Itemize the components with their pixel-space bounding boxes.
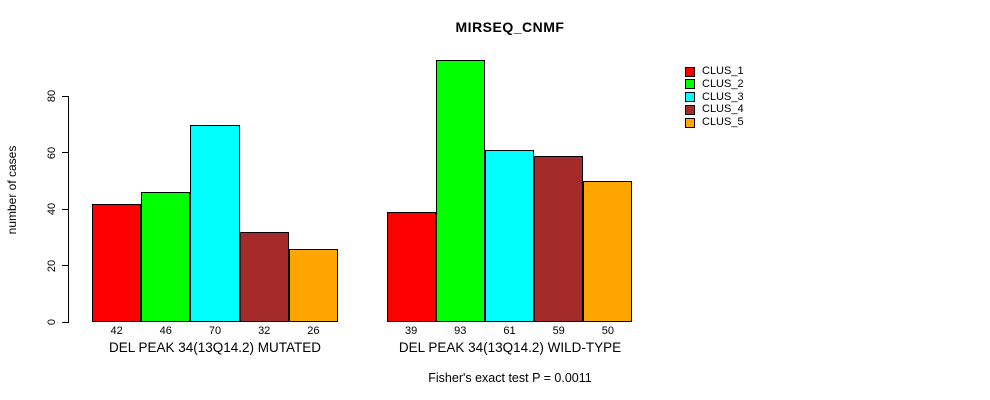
bar-clus_3-group1 — [190, 124, 240, 322]
bar-clus_5-group2 — [583, 181, 633, 322]
y-axis-tick — [62, 265, 68, 267]
y-axis-tick-label: 0 — [46, 318, 58, 326]
legend-item-clus_1: CLUS_1 — [685, 66, 744, 77]
legend-item-clus_4: CLUS_4 — [685, 104, 744, 115]
y-axis-title: number of cases — [5, 145, 19, 235]
bar-value-label: 39 — [404, 325, 418, 337]
bar-clus_4-group2 — [534, 155, 584, 322]
bar-clus_3-group2 — [484, 149, 535, 322]
legend-label: CLUS_5 — [702, 116, 744, 129]
legend-swatch-clus_2 — [685, 79, 695, 90]
y-axis-tick-label: 40 — [46, 203, 58, 216]
chart-title: MIRSEQ_CNMF — [455, 19, 565, 35]
bar-value-label: 50 — [601, 325, 615, 337]
bar-clus_1-group1 — [92, 203, 142, 322]
legend-item-clus_5: CLUS_5 — [685, 117, 744, 128]
bar-value-label: 59 — [552, 325, 565, 337]
bar-value-label: 32 — [258, 325, 271, 337]
bar-value-label: 26 — [307, 325, 320, 337]
chart-annotation: Fisher's exact test P = 0.0011 — [428, 371, 592, 385]
y-axis-tick-label: 20 — [46, 259, 58, 272]
bar-clus_5-group1 — [288, 248, 338, 322]
bar-clus_1-group2 — [386, 212, 436, 322]
y-axis-tick — [62, 208, 68, 210]
legend-label: CLUS_1 — [702, 65, 744, 77]
legend-item-clus_2: CLUS_2 — [685, 77, 744, 90]
legend-label: CLUS_4 — [702, 103, 744, 116]
y-axis-tick — [62, 321, 68, 323]
x-axis-group-label-wildtype: DEL PEAK 34(13Q14.2) WILD-TYPE — [398, 340, 622, 355]
legend-swatch-clus_3 — [685, 92, 695, 103]
bar-value-label: 42 — [110, 325, 123, 337]
bar-value-label: 70 — [208, 325, 222, 337]
y-axis-line — [68, 96, 69, 323]
legend-swatch-clus_4 — [685, 104, 695, 115]
x-axis-group-label-mutated: DEL PEAK 34(13Q14.2) MUTATED — [108, 340, 322, 355]
legend-swatch-clus_5 — [685, 117, 695, 128]
legend-item-clus_3: CLUS_3 — [685, 90, 744, 103]
legend-swatch-clus_1 — [685, 66, 695, 77]
legend-label: CLUS_3 — [702, 90, 744, 103]
y-axis-tick-label: 80 — [46, 90, 58, 103]
y-axis-tick-label: 60 — [46, 146, 58, 159]
legend-label: CLUS_2 — [702, 77, 744, 90]
bar-clus_4-group1 — [239, 231, 289, 322]
bar-clus_2-group1 — [141, 192, 191, 322]
bar-clus_2-group2 — [435, 59, 485, 322]
bar-value-label: 93 — [454, 325, 467, 337]
bar-value-label: 61 — [503, 325, 516, 337]
y-axis-tick — [62, 95, 68, 97]
bar-value-label: 46 — [159, 325, 172, 337]
y-axis-tick — [62, 152, 68, 154]
